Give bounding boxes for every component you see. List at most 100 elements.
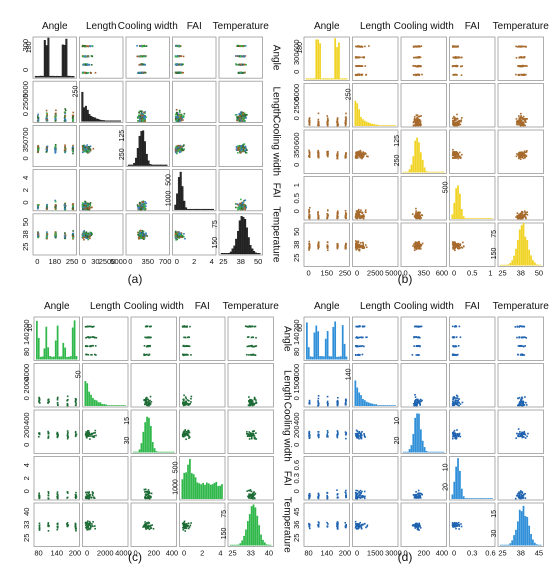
scatter-point: [144, 207, 146, 209]
scatter-point: [452, 157, 454, 159]
x-tick-label: 38: [517, 269, 525, 278]
scatter-point: [236, 152, 239, 154]
histogram-bar: [144, 422, 147, 453]
scatter-point: [418, 115, 421, 118]
scatter-point: [460, 119, 462, 121]
scatter-point: [417, 123, 420, 125]
scatter-point: [140, 204, 143, 207]
scatter-point: [455, 244, 458, 247]
scatter-point: [46, 203, 48, 206]
scatter-point: [455, 152, 457, 154]
scatter-point: [88, 491, 91, 493]
scatter-point: [242, 120, 245, 122]
scatter-point: [140, 114, 142, 116]
scatter-point: [141, 45, 144, 48]
cell-angle-vs-length: [352, 36, 399, 81]
scatter-point: [66, 404, 69, 407]
scatter-point: [184, 396, 187, 398]
histogram-bar: [63, 44, 66, 78]
scatter-point: [515, 56, 518, 59]
histogram-bar: [140, 131, 143, 166]
scatter-point: [72, 152, 74, 155]
scatter-point: [327, 119, 329, 121]
scatter-point: [86, 491, 89, 494]
y-tick-label: 50: [21, 218, 30, 226]
scatter-point: [84, 491, 87, 494]
scatter-point: [54, 150, 57, 153]
scatter-point: [419, 217, 422, 219]
scatter-point: [415, 65, 418, 68]
histogram-bar: [414, 140, 417, 173]
scatter-point: [237, 45, 239, 47]
scatter-point: [66, 434, 69, 437]
scatter-point: [413, 45, 416, 48]
histogram-bar: [394, 125, 396, 126]
scatter-point: [248, 434, 250, 436]
histogram-bar: [324, 78, 327, 80]
scatter-point: [308, 149, 310, 152]
scatter-point: [87, 325, 90, 328]
scatter-point: [181, 235, 183, 238]
scatter-point: [356, 211, 359, 214]
histogram-bar: [474, 218, 476, 219]
scatter-point: [345, 152, 347, 154]
scatter-point: [88, 233, 90, 236]
diag-tick-label: 15: [124, 417, 131, 425]
histogram-bar: [42, 75, 44, 78]
scatter-point: [240, 144, 243, 147]
histogram-bar: [62, 342, 65, 360]
histogram-bar: [501, 264, 504, 266]
scatter-point: [38, 492, 40, 495]
scatter-point: [88, 433, 91, 436]
scatter-point: [240, 207, 243, 210]
scatter-point: [145, 402, 148, 405]
scatter-point: [357, 209, 360, 212]
scatter-point: [521, 217, 523, 220]
histogram-bar: [161, 164, 164, 166]
histogram-bar: [535, 264, 538, 266]
scatter-point: [148, 402, 151, 404]
scatter-point: [83, 150, 86, 153]
scatter-point: [139, 232, 141, 235]
scatter-point: [145, 397, 148, 400]
scatter-point: [317, 120, 320, 123]
scatter-point: [150, 495, 152, 498]
scatter-point: [359, 216, 361, 219]
scatter-point: [176, 114, 179, 116]
scatter-point: [74, 401, 77, 404]
scatter-point: [188, 435, 190, 438]
scatter-point: [64, 237, 66, 240]
histogram-bar: [477, 218, 480, 219]
histogram-bar: [379, 125, 381, 126]
scatter-point: [86, 148, 88, 150]
scatter-point: [420, 45, 423, 47]
scatter-point: [174, 151, 177, 154]
scatter-point: [185, 397, 187, 400]
histogram-bar: [86, 383, 89, 406]
scatter-point: [180, 118, 183, 121]
scatter-point: [54, 119, 57, 122]
scatter-point: [519, 154, 522, 156]
scatter-point: [66, 491, 69, 493]
scatter-point: [520, 112, 522, 115]
histogram-bar: [247, 237, 250, 255]
histogram-bar: [56, 75, 59, 78]
histogram-bar: [235, 238, 238, 255]
scatter-point: [90, 345, 92, 348]
scatter-point: [72, 208, 75, 211]
scatter-point: [82, 149, 85, 151]
scatter-point: [89, 438, 91, 440]
scatter-point: [456, 56, 459, 59]
scatter-point: [143, 117, 146, 120]
histogram-bar: [440, 171, 443, 173]
scatter-point: [355, 247, 357, 249]
scatter-point: [248, 433, 251, 435]
scatter-point: [336, 119, 339, 121]
scatter-point: [416, 122, 419, 125]
scatter-point: [244, 149, 247, 152]
histogram-bar: [103, 404, 106, 406]
scatter-point: [520, 120, 523, 123]
scatter-point: [364, 209, 367, 211]
x-tick-label: 1: [488, 269, 492, 278]
histogram-bar: [197, 208, 200, 210]
